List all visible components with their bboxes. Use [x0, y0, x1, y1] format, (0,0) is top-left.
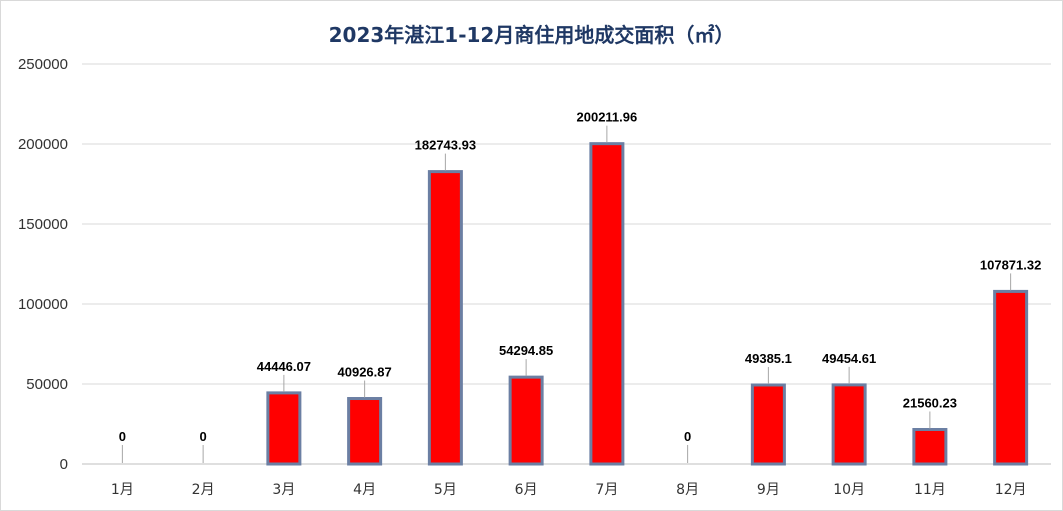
bar: [266, 391, 302, 466]
x-tick-label: 9月: [757, 482, 780, 498]
bar: [427, 170, 463, 466]
data-label: 44446.07: [257, 359, 311, 374]
x-tick-label: 1月: [111, 482, 134, 498]
x-tick-label: 5月: [434, 482, 457, 498]
y-tick-label: 100000: [18, 296, 68, 313]
data-label: 54294.85: [499, 343, 553, 358]
data-label: 0: [684, 429, 691, 444]
x-tick-label: 4月: [353, 482, 376, 498]
bar: [993, 289, 1029, 466]
data-label: 200211.96: [577, 110, 638, 125]
data-label: 182743.93: [415, 138, 476, 153]
data-label: 0: [200, 429, 207, 444]
bar: [347, 397, 383, 466]
y-tick-label: 250000: [18, 56, 68, 73]
chart-title: 2023年湛江1-12月商住用地成交面积（㎡）: [328, 23, 735, 47]
data-label: 49454.61: [822, 351, 876, 366]
bar: [831, 383, 867, 466]
y-tick-label: 50000: [26, 376, 68, 393]
x-tick-label: 12月: [995, 482, 1027, 498]
x-tick-label: 10月: [833, 482, 865, 498]
bar: [912, 428, 948, 466]
x-tick-label: 6月: [515, 482, 538, 498]
x-tick-label: 7月: [595, 482, 618, 498]
bar: [508, 375, 544, 466]
data-label: 49385.1: [745, 351, 792, 366]
data-label: 40926.87: [338, 365, 392, 380]
bar: [589, 142, 625, 466]
x-tick-label: 2月: [192, 482, 215, 498]
x-tick-label: 3月: [272, 482, 295, 498]
x-tick-label: 8月: [676, 482, 699, 498]
bar: [750, 383, 786, 466]
y-tick-label: 200000: [18, 136, 68, 153]
y-tick-label: 0: [60, 456, 68, 473]
y-tick-label: 150000: [18, 216, 68, 233]
data-label: 21560.23: [903, 396, 957, 411]
data-label: 0: [119, 429, 126, 444]
x-tick-label: 11月: [914, 482, 946, 498]
data-label: 107871.32: [980, 257, 1041, 272]
